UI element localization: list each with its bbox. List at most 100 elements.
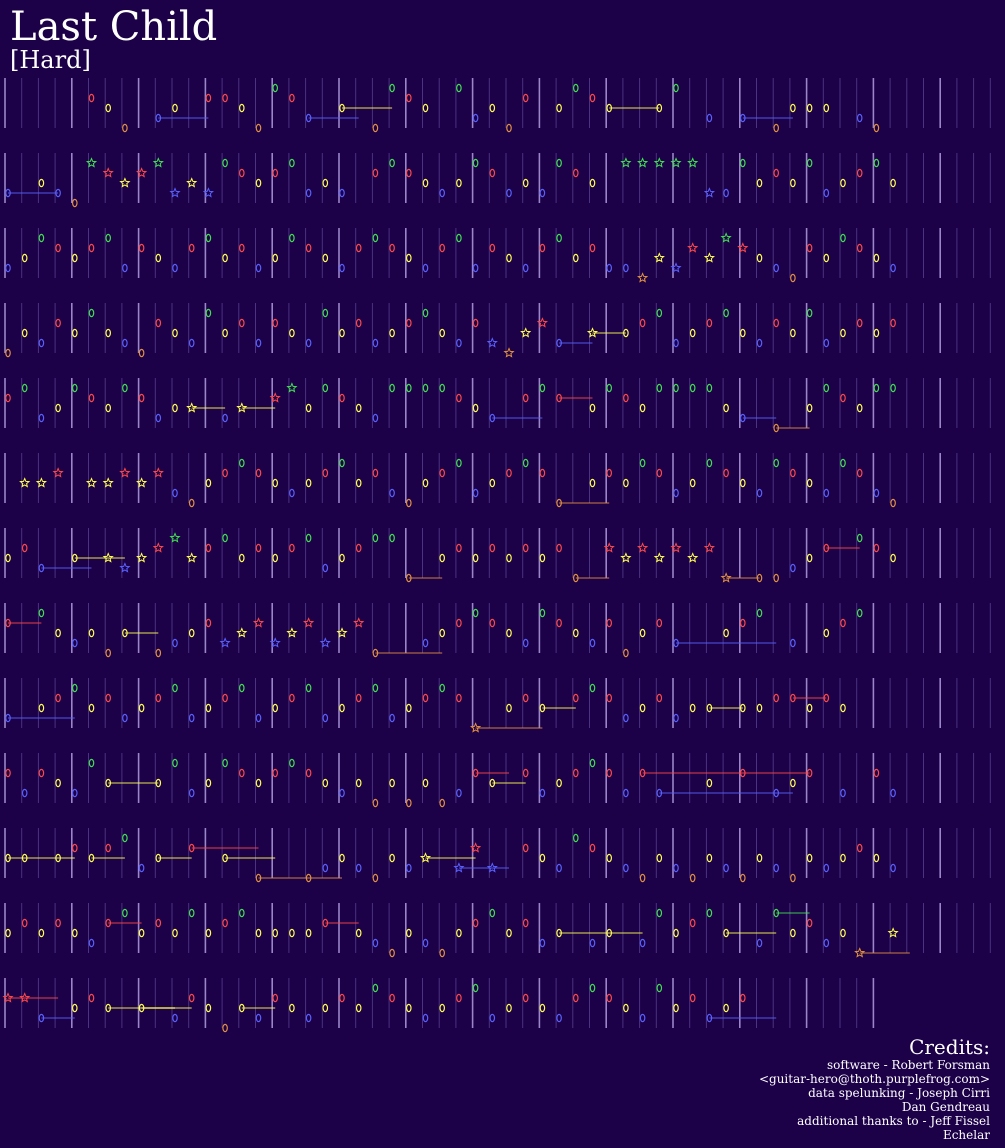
star-note [35, 477, 47, 488]
chart-row [4, 603, 991, 658]
gem-note [305, 403, 312, 413]
gem-note [255, 178, 262, 188]
gem-note [606, 383, 613, 393]
gem-note [606, 618, 613, 628]
gem-note [522, 263, 529, 273]
gem-note [138, 1003, 145, 1013]
gem-note [556, 158, 562, 168]
gem-note [72, 253, 78, 263]
gem-note [723, 628, 729, 638]
gem-note [623, 788, 629, 798]
gem-note [138, 393, 145, 403]
gem-note [188, 908, 195, 918]
gem-note [806, 103, 813, 113]
gem-note [21, 788, 28, 798]
star-note [119, 562, 131, 573]
gem-note [222, 758, 228, 768]
star-note [653, 552, 665, 563]
gem-note [472, 158, 479, 168]
gem-note [572, 168, 579, 178]
star-note [186, 552, 198, 563]
gem-note [472, 318, 479, 328]
gem-note [422, 778, 429, 788]
gem-note [239, 553, 245, 563]
gem-note [856, 113, 863, 123]
gem-note [689, 873, 696, 883]
gem-note [305, 243, 312, 253]
gem-note [38, 413, 45, 423]
gem-note [773, 123, 780, 133]
gem-note [138, 928, 145, 938]
gem-note [38, 703, 45, 713]
gem-note [188, 993, 195, 1003]
gem-note [506, 188, 512, 198]
gem-note [556, 618, 562, 628]
gem-note [389, 713, 395, 723]
gem-note [623, 1003, 629, 1013]
gem-note [255, 123, 262, 133]
gem-note [339, 993, 345, 1003]
gem-note [72, 1003, 78, 1013]
gem-note [38, 233, 45, 243]
gem-note [5, 188, 11, 198]
gem-note [556, 233, 562, 243]
gem-note [405, 168, 412, 178]
gem-note [756, 938, 763, 948]
star-note [286, 627, 298, 638]
gem-note [706, 318, 713, 328]
gem-note [856, 468, 863, 478]
star-note [303, 617, 315, 628]
credits-line: additional thanks to - Jeff Fissel [797, 1114, 990, 1128]
gem-note [639, 768, 646, 778]
gem-note [739, 328, 746, 338]
gem-note [489, 103, 496, 113]
gem-note [572, 693, 579, 703]
gem-note [172, 638, 178, 648]
star-note [186, 402, 198, 413]
gem-note [172, 488, 178, 498]
gem-note [806, 403, 813, 413]
gem-note [55, 693, 61, 703]
chart-row [4, 528, 991, 583]
gem-note [172, 263, 178, 273]
credits-heading: Credits: [909, 1035, 990, 1059]
star-note [85, 157, 98, 168]
star-note [136, 477, 148, 488]
star-note [52, 467, 64, 478]
gem-note [405, 93, 412, 103]
gem-note [122, 628, 128, 638]
gem-note [606, 853, 613, 863]
gem-note [790, 273, 796, 283]
gem-note [556, 103, 562, 113]
gem-note [289, 233, 295, 243]
gem-note [188, 498, 195, 508]
gem-note [689, 703, 696, 713]
gem-note [806, 158, 813, 168]
gem-note [806, 918, 813, 928]
gem-note [222, 1023, 228, 1033]
gem-note [489, 908, 496, 918]
gem-note [489, 413, 496, 423]
gem-note [339, 553, 345, 563]
gem-note [5, 853, 11, 863]
gem-note [773, 168, 780, 178]
credits-block: Credits: software - Robert Forsman <guit… [759, 1036, 990, 1142]
gem-note [623, 863, 629, 873]
gem-note [456, 928, 462, 938]
gem-note [506, 553, 512, 563]
gem-note [873, 768, 880, 778]
credits-line: Dan Gendreau [901, 1100, 990, 1114]
gem-note [823, 188, 830, 198]
gem-note [539, 1003, 546, 1013]
gem-note [355, 318, 362, 328]
gem-note [405, 498, 412, 508]
gem-note [439, 383, 446, 393]
gem-note [806, 853, 813, 863]
gem-note [422, 638, 429, 648]
gem-note [322, 563, 329, 573]
star-note [620, 552, 632, 563]
gem-note [439, 1003, 446, 1013]
star-note [169, 532, 181, 543]
star-note [269, 392, 281, 403]
star-note [136, 552, 148, 563]
